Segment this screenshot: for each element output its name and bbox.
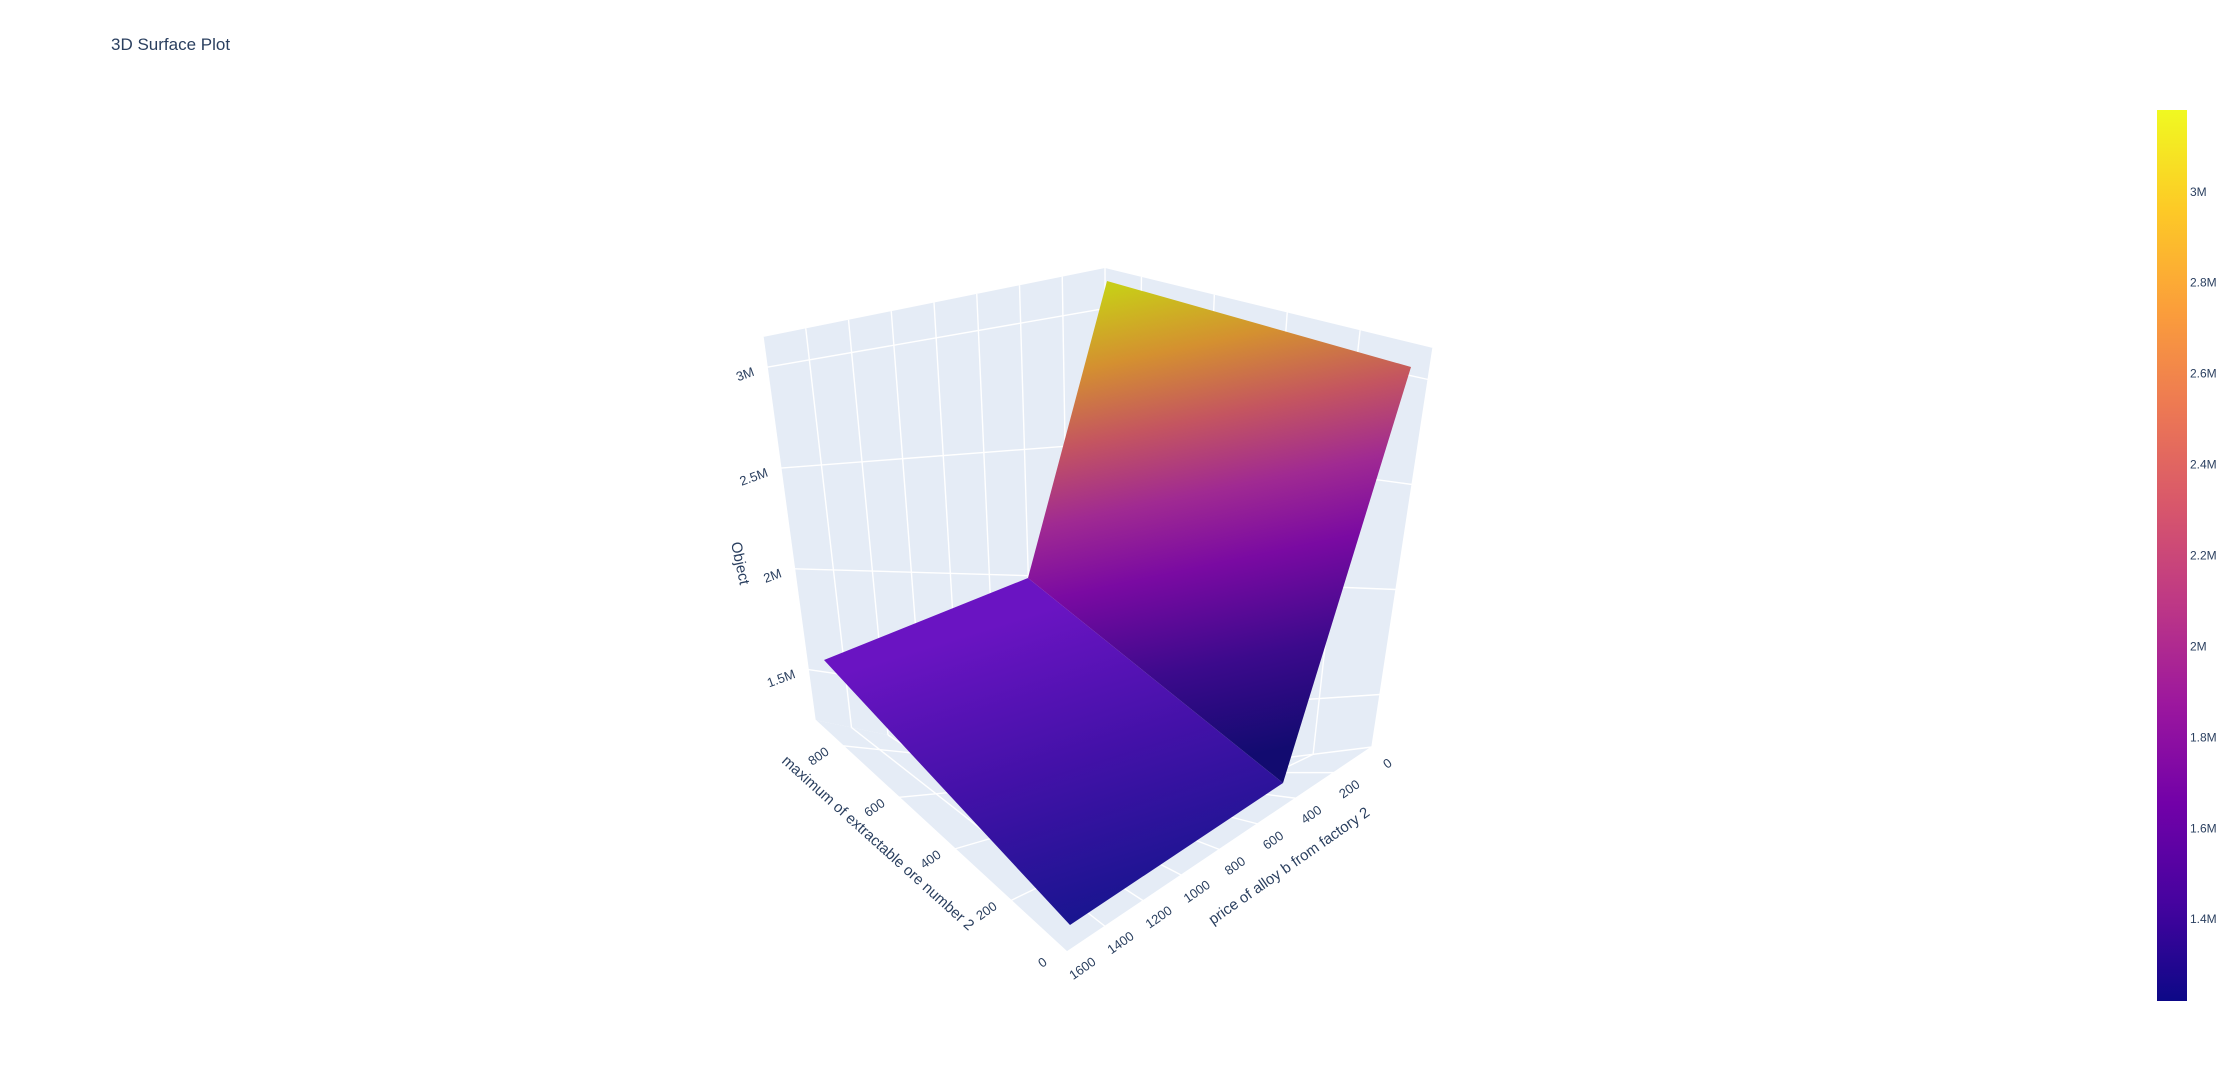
x-tick-label: 600 [1260, 828, 1286, 853]
colorbar-tick-label: 1.6M [2190, 821, 2217, 835]
y-tick-label: 800 [805, 744, 831, 769]
z-tick-label: 2.5M [738, 465, 770, 489]
x-tick-label: 1000 [1181, 877, 1213, 906]
z-tick-label: 1.5M [765, 666, 797, 690]
surface-wall-patch [1028, 281, 1411, 783]
colorbar-tick-label: 3M [2190, 185, 2207, 199]
y-tick-label: 600 [861, 795, 887, 820]
wall-gridline [762, 336, 816, 721]
colorbar-tick-label: 2.2M [2190, 549, 2217, 563]
x-gridline [814, 719, 1068, 953]
colorbar-tick-label: 1.8M [2190, 730, 2217, 744]
colorbar-ticks: 1.4M 1.6M 1.8M 2M 2.2M 2.4M 2.6M 2.8M 3M [2190, 185, 2217, 926]
wall-gridline [1371, 347, 1434, 748]
colorbar-tick-label: 2M [2190, 639, 2207, 653]
z-gridline [780, 442, 1106, 469]
colorbar-tick-label: 2.4M [2190, 458, 2217, 472]
y-tick-label: 400 [917, 847, 943, 872]
colorbar-tick-label: 2.8M [2190, 276, 2217, 290]
x-tick-label: 400 [1298, 802, 1324, 827]
x-tick-label: 0 [1380, 755, 1395, 771]
y-tick-label: 0 [1035, 954, 1050, 970]
surface-floor-patch [824, 578, 1283, 925]
colorbar-tick-label: 2.6M [2190, 367, 2217, 381]
z-gridline [766, 307, 1106, 368]
x-tick-label: 1400 [1104, 928, 1136, 957]
y-gridline [1066, 746, 1373, 953]
z-axis-title: Object [727, 540, 753, 587]
x-tick-label: 200 [1336, 777, 1362, 802]
chart-title: 3D Surface Plot [111, 35, 230, 54]
x-tick-label: 1200 [1143, 903, 1175, 932]
colorbar [2157, 110, 2187, 1001]
z-tick-label: 2M [761, 566, 783, 586]
surface [824, 281, 1411, 925]
x-tick-label: 1600 [1066, 954, 1098, 983]
colorbar-tick-label: 1.4M [2190, 912, 2217, 926]
x-tick-label: 800 [1222, 853, 1248, 878]
z-tick-label: 3M [734, 364, 756, 384]
y-tick-label: 200 [973, 898, 999, 923]
